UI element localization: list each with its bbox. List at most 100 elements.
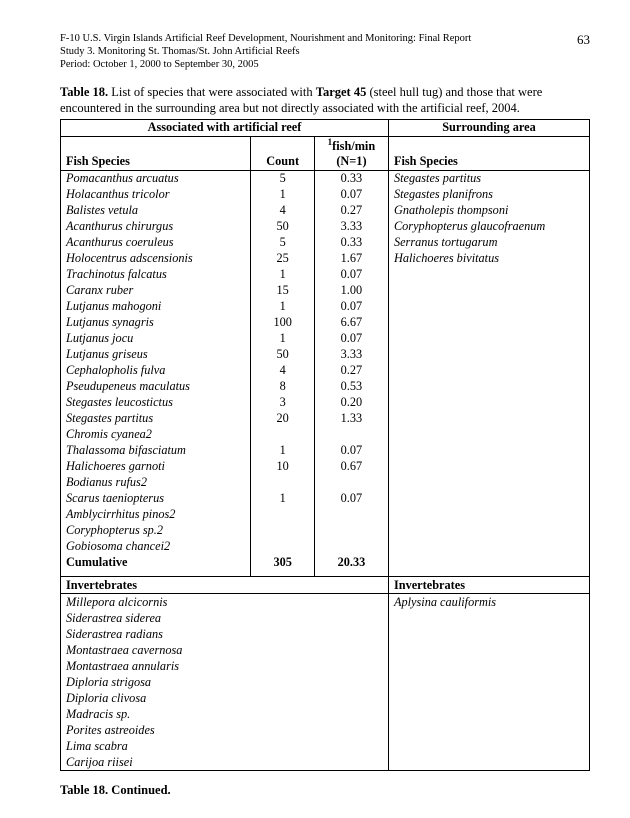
species-right: [388, 283, 589, 299]
species-left: Cephalopholis fulva: [61, 363, 251, 379]
table-row: Caranx ruber151.00: [61, 283, 590, 299]
species-right: [388, 395, 589, 411]
count-cell: 15: [251, 283, 314, 299]
caption-bold: Target 45: [316, 85, 367, 99]
species-right: Serranus tortugarum: [388, 235, 589, 251]
rate-cell: 1.33: [314, 411, 388, 427]
invert-right: [388, 754, 589, 771]
species-left: Lutjanus synagris: [61, 315, 251, 331]
rate-label: fish/min (N=1): [332, 139, 375, 168]
count-cell: 10: [251, 459, 314, 475]
count-cell: [251, 523, 314, 539]
table-row: Montastraea annularis: [61, 658, 590, 674]
count-cell: 3: [251, 395, 314, 411]
species-left: Acanthurus coeruleus: [61, 235, 251, 251]
assoc-header: Associated with artificial reef: [61, 119, 389, 136]
count-cell: 1: [251, 267, 314, 283]
rate-cell: 1.00: [314, 283, 388, 299]
rate-cell: 0.07: [314, 443, 388, 459]
table-row: Trachinotus falcatus10.07: [61, 267, 590, 283]
rate-cell: [314, 475, 388, 491]
count-cell: 100: [251, 315, 314, 331]
cumulative-row: Cumulative 305 20.33: [61, 555, 590, 571]
species-right: [388, 507, 589, 523]
rate-cell: 0.53: [314, 379, 388, 395]
species-right: [388, 315, 589, 331]
invert-left: Diploria strigosa: [61, 674, 389, 690]
invert-left: Madracis sp.: [61, 706, 389, 722]
species-right: [388, 459, 589, 475]
count-cell: 4: [251, 203, 314, 219]
table-row: Pomacanthus arcuatus50.33Stegastes parti…: [61, 170, 590, 187]
table-row: Chromis cyanea2: [61, 427, 590, 443]
table-row: Acanthurus chirurgus503.33Coryphopterus …: [61, 219, 590, 235]
species-table: Associated with artificial reef Surround…: [60, 119, 590, 772]
invert-left: Montastraea cavernosa: [61, 642, 389, 658]
page: 63 F-10 U.S. Virgin Islands Artificial R…: [0, 0, 630, 818]
page-number: 63: [577, 32, 590, 48]
invert-left: Millepora alcicornis: [61, 594, 389, 611]
species-left: Chromis cyanea2: [61, 427, 251, 443]
rate-cell: 0.07: [314, 187, 388, 203]
table-row: Lima scabra: [61, 738, 590, 754]
species-right: [388, 427, 589, 443]
species-right: [388, 539, 589, 555]
species-left: Caranx ruber: [61, 283, 251, 299]
rate-cell: 0.27: [314, 203, 388, 219]
count-cell: 50: [251, 347, 314, 363]
table-row: Lutjanus mahogoni10.07: [61, 299, 590, 315]
invert-left: Porites astreoides: [61, 722, 389, 738]
table-caption: Table 18. List of species that were asso…: [60, 85, 590, 116]
surround-header: Surrounding area: [388, 119, 589, 136]
invert-left-header: Invertebrates: [61, 577, 389, 594]
rate-cell: 0.20: [314, 395, 388, 411]
invert-left: Siderastrea radians: [61, 626, 389, 642]
caption-lead: Table 18.: [60, 85, 108, 99]
header-line-1: F-10 U.S. Virgin Islands Artificial Reef…: [60, 32, 590, 45]
invert-header-row: Invertebrates Invertebrates: [61, 577, 590, 594]
invert-left: Carijoa riisei: [61, 754, 389, 771]
rate-cell: 0.07: [314, 299, 388, 315]
species-left: Trachinotus falcatus: [61, 267, 251, 283]
continued-label: Table 18. Continued.: [60, 783, 590, 798]
species-right: [388, 475, 589, 491]
table-row: Carijoa riisei: [61, 754, 590, 771]
header-line-3: Period: October 1, 2000 to September 30,…: [60, 58, 590, 71]
cumulative-rate: 20.33: [314, 555, 388, 571]
species-left: Lutjanus jocu: [61, 331, 251, 347]
species-left: Holocentrus adscensionis: [61, 251, 251, 267]
count-cell: 5: [251, 235, 314, 251]
fish-species-left-header: Fish Species: [61, 136, 251, 170]
caption-part1: List of species that were associated wit…: [108, 85, 316, 99]
invert-right: [388, 610, 589, 626]
rate-cell: 0.07: [314, 491, 388, 507]
table-row: Lutjanus synagris1006.67: [61, 315, 590, 331]
table-row: Holocentrus adscensionis251.67Halichoere…: [61, 251, 590, 267]
count-cell: [251, 427, 314, 443]
species-left: Coryphopterus sp.2: [61, 523, 251, 539]
rate-cell: 0.27: [314, 363, 388, 379]
species-right: [388, 523, 589, 539]
count-cell: 1: [251, 187, 314, 203]
species-right: [388, 491, 589, 507]
count-cell: 1: [251, 331, 314, 347]
species-left: Thalassoma bifasciatum: [61, 443, 251, 459]
table-row: Scarus taeniopterus10.07: [61, 491, 590, 507]
count-cell: 25: [251, 251, 314, 267]
table-row: Diploria clivosa: [61, 690, 590, 706]
table-row: Stegastes partitus201.33: [61, 411, 590, 427]
rate-cell: 0.07: [314, 331, 388, 347]
fish-species-right-header: Fish Species: [388, 136, 589, 170]
species-left: Stegastes partitus: [61, 411, 251, 427]
table-row: Montastraea cavernosa: [61, 642, 590, 658]
species-right: [388, 363, 589, 379]
species-left: Lutjanus griseus: [61, 347, 251, 363]
count-cell: 1: [251, 443, 314, 459]
table-row: Coryphopterus sp.2: [61, 523, 590, 539]
invert-right: [388, 706, 589, 722]
species-right: [388, 443, 589, 459]
species-right: [388, 267, 589, 283]
species-right: [388, 411, 589, 427]
species-left: Balistes vetula: [61, 203, 251, 219]
table-row: Balistes vetula40.27Gnatholepis thompson…: [61, 203, 590, 219]
